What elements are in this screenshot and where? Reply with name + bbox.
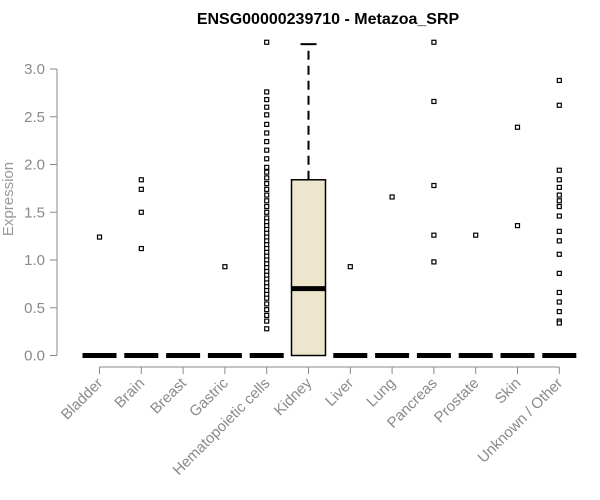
outlier-point (431, 182, 437, 189)
outlier-point (389, 194, 395, 200)
box-brain (124, 177, 159, 358)
outlier-point (264, 39, 270, 45)
outlier-point (556, 192, 562, 198)
outlier-point (556, 228, 562, 234)
outlier-point (431, 259, 437, 265)
x-tick-label: Lung (363, 375, 399, 411)
outlier-point (556, 289, 562, 296)
y-tick-label: 0.5 (24, 300, 45, 317)
outlier-point (556, 320, 562, 326)
box-unknown-other (542, 77, 577, 358)
outlier-point (264, 318, 270, 324)
outlier-point (264, 307, 270, 313)
x-tick-label: Skin (492, 375, 525, 408)
outlier-point (264, 192, 270, 198)
outlier-point (514, 124, 521, 130)
outlier-point (264, 96, 270, 103)
outlier-point (138, 177, 144, 183)
outlier-point (556, 177, 562, 183)
outlier-point (347, 264, 353, 270)
y-tick-label: 2.0 (24, 157, 45, 174)
box-skin (500, 124, 535, 358)
outlier-point (431, 232, 437, 238)
outlier-point (264, 209, 270, 215)
y-tick-label: 3.0 (24, 61, 45, 78)
outlier-point (222, 264, 228, 270)
outlier-point (431, 98, 437, 105)
box-liver (333, 264, 368, 358)
x-tick-label: Breast (147, 374, 190, 417)
outlier-point (264, 138, 270, 145)
outlier-point (556, 299, 562, 305)
outlier-point (264, 198, 270, 204)
outlier-point (556, 102, 562, 108)
outlier-point (556, 308, 562, 315)
box-bladder (82, 234, 117, 358)
outlier-point (556, 198, 562, 204)
outlier-point (264, 156, 270, 162)
outlier-point (264, 312, 270, 318)
y-tick-label: 2.5 (24, 109, 45, 126)
x-tick-label: Bladder (58, 375, 107, 424)
outlier-point (264, 169, 270, 175)
outlier-point (264, 130, 270, 136)
box-prostate (458, 232, 493, 358)
outlier-point (138, 209, 144, 215)
outlier-point (556, 270, 562, 276)
outlier-point (264, 121, 270, 127)
y-tick-label: 0.0 (24, 348, 45, 365)
box-hematopoietic-cells (249, 39, 284, 358)
outlier-point (264, 164, 270, 170)
y-axis: 0.0 0.5 1.0 1.5 2.0 2.5 3.0 (24, 61, 58, 365)
y-tick-label: 1.5 (24, 204, 45, 221)
y-tick-label: 1.0 (24, 252, 45, 269)
outlier-point (264, 301, 270, 307)
outlier-point (264, 181, 270, 187)
outlier-point (556, 184, 562, 191)
outlier-point (264, 295, 270, 301)
outlier-point (556, 213, 562, 219)
outlier-point (556, 203, 562, 210)
outlier-point (473, 232, 479, 238)
x-tick-label: Brain (111, 375, 148, 412)
box-body (290, 179, 327, 357)
outlier-point (264, 104, 270, 110)
outlier-point (431, 39, 437, 45)
outlier-point (556, 167, 562, 173)
outlier-point (264, 147, 270, 153)
chart-title: ENSG00000239710 - Metazoa_SRP (197, 11, 460, 28)
outlier-point (138, 245, 144, 252)
outlier-point (556, 251, 562, 257)
x-tick-label: Liver (322, 375, 357, 410)
box-kidney (290, 43, 327, 357)
outlier-point (264, 186, 270, 192)
box-pancreas (416, 39, 451, 358)
box-group (82, 39, 577, 358)
outlier-point (514, 223, 521, 229)
outlier-point (264, 112, 270, 118)
box-lung (375, 194, 410, 358)
outlier-point (96, 234, 103, 240)
x-tick-label: Kidney (271, 374, 316, 419)
outlier-point (264, 89, 270, 95)
outlier-point (556, 77, 562, 84)
outlier-point (138, 186, 144, 192)
box-gastric (207, 264, 242, 358)
outlier-point (264, 326, 270, 332)
y-axis-label: Expression (0, 162, 17, 236)
outlier-point (264, 175, 270, 181)
x-tick-label: Prostate (431, 375, 483, 427)
outlier-point (264, 203, 270, 210)
outlier-point (556, 238, 562, 244)
